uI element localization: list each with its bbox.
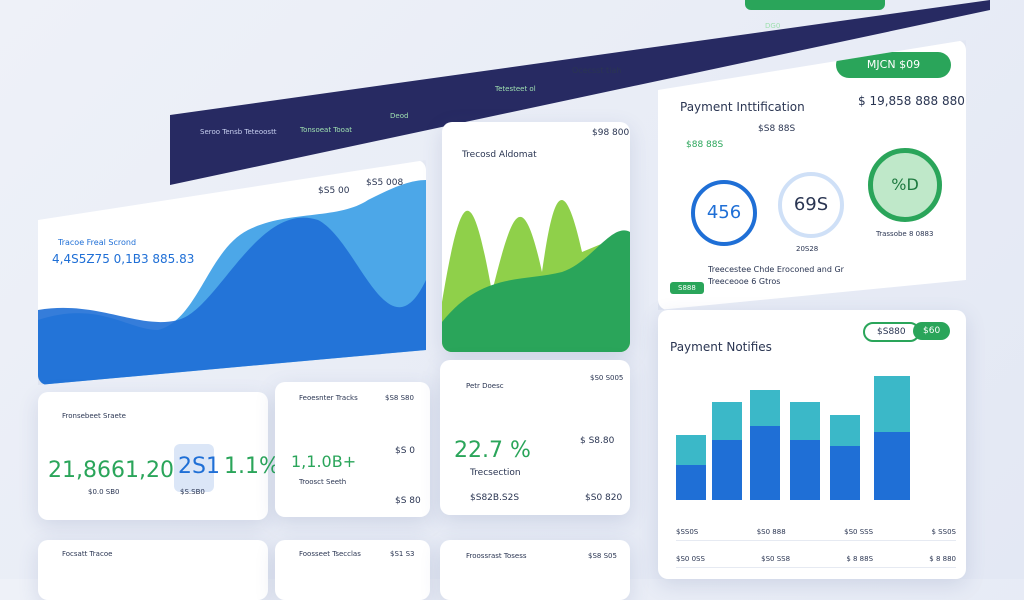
stat-value: 22.7 % [454, 438, 531, 463]
note2: Treeceooe 6 Gtros [708, 277, 781, 286]
growth-chart [442, 199, 630, 352]
bottom-title: Froossrast Tosess [466, 552, 527, 560]
notifications-title: Payment Notifies [670, 340, 772, 354]
row-cell: $ 8 88S [846, 555, 874, 563]
stat-card: Fronsebeet Sraete 21,8661,200 2S1 1.1% $… [38, 392, 280, 520]
bottom-title: Focsatt Tracoe [62, 550, 113, 558]
area-front [442, 230, 630, 352]
stat-side: $S 0 [395, 446, 416, 456]
ring-caption: Trassobe 8 0883 [876, 230, 934, 238]
page: Seroo Tensb Teteoostt Tonsoeat Tooat Deo… [0, 0, 1024, 579]
revenue-value: 4,4S5Z75 0,1B3 885.83 [52, 252, 195, 266]
revenue-card: Tracoe Freal Scrond 4,4S5Z75 0,1B3 885.8… [38, 160, 426, 385]
payment-title: Payment Inttification [680, 100, 805, 114]
sub: $88 88S [686, 140, 724, 150]
row: $S0 0SS $S0 SS8 $ 8 88S $ 8 880 [676, 555, 956, 568]
revenue-top2: $S5 008 [366, 178, 404, 188]
row-cell: $ 8 880 [929, 555, 956, 563]
row: $SS0S $S0 888 $S0 SSS $ SS0S [676, 528, 956, 541]
status: S888 [670, 282, 704, 294]
stat-box [174, 444, 214, 492]
badge: DG0 [765, 22, 781, 30]
area-front [38, 217, 426, 385]
revenue-chart [38, 180, 426, 385]
stat-value: 1,1.0B+ [291, 452, 357, 471]
sub2: $S8 88S [758, 124, 796, 134]
growth-value: $98 800 [592, 128, 630, 138]
stat-side: $ S8.80 [580, 436, 615, 446]
button-label: MJCN [866, 58, 896, 71]
stat-foot: $S.SB0 [180, 488, 205, 496]
button[interactable]: MJCN $09 [836, 52, 951, 78]
rect [750, 426, 780, 500]
ring-caption: 20S28 [796, 245, 819, 253]
stat-label: Troosct Seeth [299, 478, 347, 486]
rect [676, 465, 706, 500]
nav-link: Tonsoeat Tooat [300, 126, 352, 134]
row-cell: $S0 SSS [844, 528, 874, 536]
payment-card: Payment Inttification MJCN $09 $ 19,858 … [658, 40, 966, 310]
row-cell: $S0 SS8 [761, 555, 791, 563]
row-cell: $SS0S [676, 528, 699, 536]
row-cell: $S0 888 [756, 528, 786, 536]
row-cell: $S0 0SS [676, 555, 705, 563]
stat-card: Petr Doesc $S0 S005 22.7 % $ S8.80 Trecs… [440, 360, 630, 515]
bottom-title: Foosseet Tsecclas [299, 550, 361, 558]
bar-chart [676, 376, 910, 500]
search: Ocecsst tiah [572, 66, 622, 75]
note: Treecestee Chde Eroconed and Gr [708, 265, 844, 274]
ring: %D [868, 148, 942, 222]
rows: $SS0S $S0 888 $S0 SSS $ SS0S $S0 0SS $S0 SS8 $… [676, 528, 956, 582]
tab[interactable]: $60 [913, 322, 951, 340]
nav-link: Deod [390, 112, 409, 120]
stat-label: Trecsection [470, 468, 521, 478]
ring: 456 [691, 180, 757, 246]
row-cell: $ SS0S [931, 528, 956, 536]
revenue-title: Tracoe Freal Scrond [58, 238, 137, 247]
stat-title: Feoesnter Tracks [299, 394, 358, 402]
bars [676, 376, 910, 500]
ring: 69S [778, 172, 844, 238]
stat-foot: $S0 820 [585, 493, 623, 503]
stat-foot: $0.0 SB0 [88, 488, 120, 496]
bottom-value: $S8 S05 [588, 552, 617, 560]
amount: $ 19,858 888 880 [858, 94, 965, 108]
header-pill [745, 0, 885, 10]
growth-card: Trecosd Aldomat $98 800 [442, 122, 630, 352]
bottom-card: Focsatt Tracoe [38, 540, 268, 600]
stat-foot: $S82B.S2S [470, 493, 520, 503]
rect [874, 432, 910, 500]
stat-right: 1.1% [224, 454, 280, 479]
stat-foot: $S 80 [395, 496, 421, 506]
stat-mid: 2S1 [178, 454, 220, 479]
stat-value: 21,8661,200 [48, 458, 188, 483]
stat-top: $S0 S005 [590, 374, 624, 382]
rect [830, 446, 860, 500]
notifications-card: Payment Notifies $S880 $60 $SS0S $S0 888 $… [658, 310, 966, 579]
growth-title: Trecosd Aldomat [462, 150, 537, 160]
stat-title: Petr Doesc [466, 382, 504, 390]
bottom-value: $S1 S3 [390, 550, 415, 558]
tab[interactable]: $S880 [863, 322, 920, 342]
stat-title: Fronsebeet Sraete [62, 412, 126, 420]
nav-text: Seroo Tensb Teteoostt [200, 128, 277, 136]
revenue-top: $S5 00 [318, 186, 350, 196]
nav-link: Tetesteet ol [495, 85, 536, 93]
rect [790, 440, 820, 500]
stat-top: $S8 S80 [385, 394, 414, 402]
bottom-card: Foosseet Tsecclas $S1 S3 [275, 540, 430, 600]
rect [712, 440, 742, 500]
stat-card: Feoesnter Tracks $S8 S80 1,1.0B+ $S 0 Tr… [275, 382, 430, 517]
button-value: $09 [899, 58, 921, 71]
bottom-card: Froossrast Tosess $S8 S05 [440, 540, 630, 600]
